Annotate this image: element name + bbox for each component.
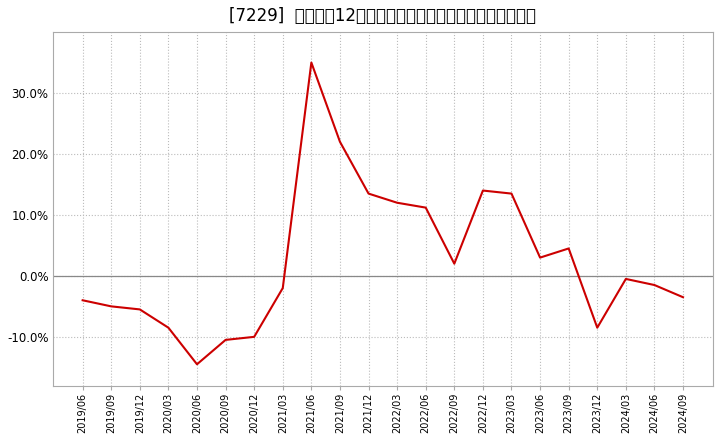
Title: [7229]  売上高の12か月移動合計の対前年同期増減率の推移: [7229] 売上高の12か月移動合計の対前年同期増減率の推移 [230,7,536,25]
